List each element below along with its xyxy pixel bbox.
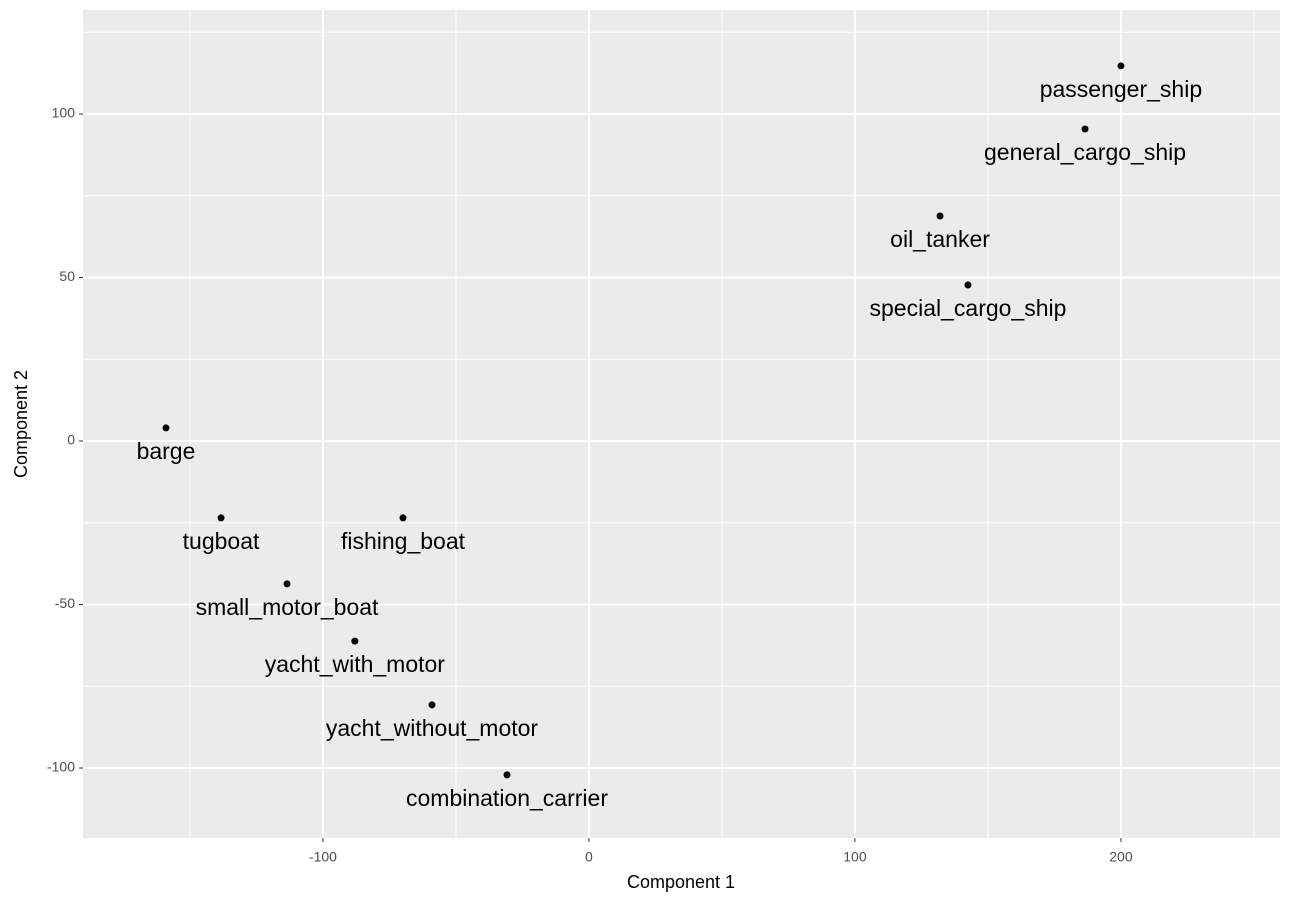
point-label: passenger_ship xyxy=(1040,76,1202,102)
point xyxy=(1081,125,1089,133)
point-label: fishing_boat xyxy=(341,528,466,554)
point xyxy=(936,212,944,220)
x-axis-title: Component 1 xyxy=(627,872,735,892)
point-label: combination_carrier xyxy=(406,785,608,811)
plot-panel xyxy=(83,10,1280,838)
y-tick-label: -50 xyxy=(55,595,75,611)
point xyxy=(217,514,225,522)
point-label: barge xyxy=(137,438,196,464)
point-label: yacht_without_motor xyxy=(326,715,539,741)
point-label: small_motor_boat xyxy=(196,594,379,620)
point xyxy=(428,701,436,709)
point-label: yacht_with_motor xyxy=(265,651,446,677)
x-tick-label: 100 xyxy=(843,849,867,865)
point xyxy=(351,637,359,645)
point-label: general_cargo_ship xyxy=(984,139,1186,165)
point xyxy=(503,771,511,779)
point xyxy=(283,580,291,588)
x-tick-label: -100 xyxy=(309,849,337,865)
point xyxy=(964,281,972,289)
y-tick-label: -100 xyxy=(47,759,75,775)
point-label: special_cargo_ship xyxy=(870,295,1067,321)
point-label: tugboat xyxy=(183,528,260,554)
point-label: oil_tanker xyxy=(890,226,990,252)
y-tick-label: 50 xyxy=(59,268,75,284)
y-tick-label: 100 xyxy=(52,105,76,121)
x-tick-label: 0 xyxy=(585,849,593,865)
y-axis-title: Component 2 xyxy=(11,370,31,478)
point xyxy=(399,514,407,522)
point xyxy=(1117,62,1125,70)
y-tick-label: 0 xyxy=(67,432,75,448)
point xyxy=(162,424,170,432)
x-tick-label: 200 xyxy=(1109,849,1133,865)
